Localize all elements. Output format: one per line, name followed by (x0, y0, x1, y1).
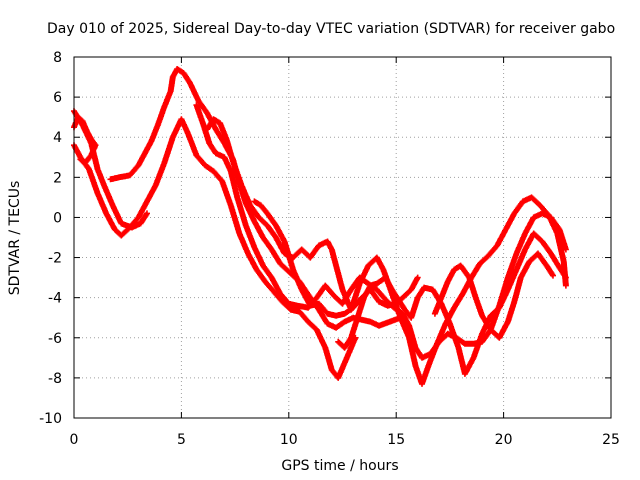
x-tick-label: 15 (387, 432, 405, 448)
y-tick-label: -10 (39, 411, 62, 427)
grid-lines (74, 57, 611, 418)
x-tick-label: 10 (280, 432, 298, 448)
series-track-7 (431, 250, 556, 341)
plot-frame (73, 56, 612, 419)
y-tick-label: 4 (53, 130, 62, 146)
y-tick-label: 6 (53, 90, 62, 106)
series-track-9 (251, 198, 421, 319)
chart-title: Day 010 of 2025, Sidereal Day-to-day VTE… (47, 21, 615, 37)
x-tick-label: 0 (70, 432, 79, 448)
axis-ticks: -10 -8 -6 -4 -2 0 2 4 6 8 0 5 10 15 20 25 (39, 50, 620, 448)
y-tick-label: -6 (48, 331, 62, 347)
series-track-6 (335, 230, 569, 377)
x-tick-label: 5 (177, 432, 186, 448)
x-tick-label: 20 (495, 432, 513, 448)
y-tick-label: 8 (53, 50, 62, 66)
series-track-5 (204, 116, 569, 387)
y-tick-label: -2 (48, 251, 62, 267)
y-tick-label: 0 (53, 210, 62, 226)
y-tick-label: 2 (53, 170, 62, 186)
data-markers (335, 230, 569, 377)
y-tick-label: -4 (48, 291, 62, 307)
data-points (71, 66, 569, 387)
x-axis-label: GPS time / hours (281, 458, 398, 474)
y-tick-label: -8 (48, 371, 62, 387)
data-markers (431, 250, 556, 341)
x-tick-label: 25 (602, 432, 620, 448)
y-axis-label: SDTVAR / TECUs (7, 181, 23, 296)
data-markers (251, 198, 421, 319)
data-markers (204, 116, 569, 387)
